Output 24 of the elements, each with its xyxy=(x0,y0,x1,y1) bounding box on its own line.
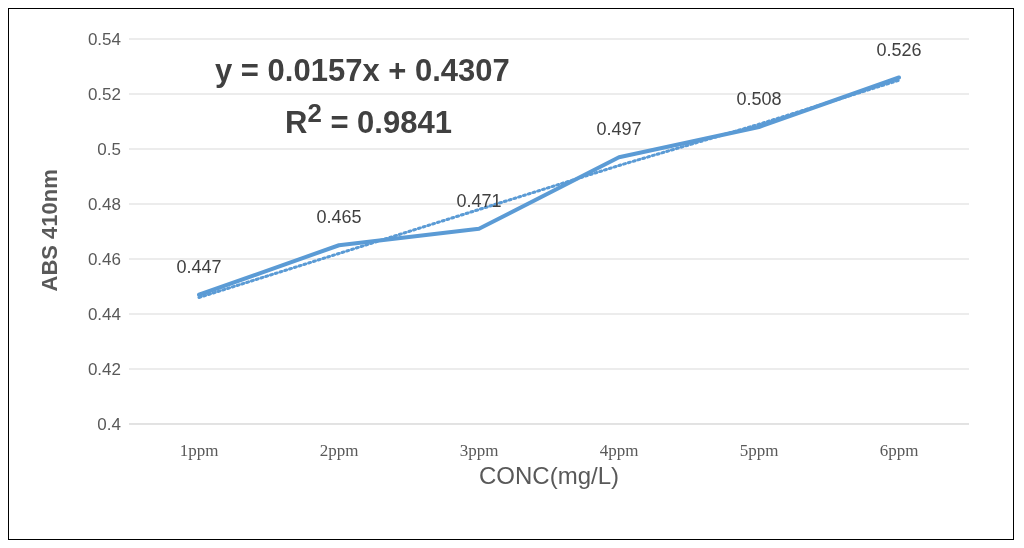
y-tick-label: 0.4 xyxy=(97,415,121,435)
x-tick-label: 5ppm xyxy=(739,441,779,461)
data-label: 0.526 xyxy=(876,39,922,60)
y-tick-label: 0.54 xyxy=(87,30,121,50)
x-tick-label: 6ppm xyxy=(879,441,919,461)
data-label: 0.447 xyxy=(176,256,222,277)
y-tick-label: 0.5 xyxy=(97,140,121,160)
x-axis-title: CONC(mg/L) xyxy=(478,462,620,489)
x-tick-label: 4ppm xyxy=(599,441,639,461)
y-tick-label: 0.44 xyxy=(87,305,121,325)
annotation: y = 0.0157x + 0.4307 xyxy=(215,53,510,88)
x-tick-label: 2ppm xyxy=(319,441,359,461)
data-label: 0.465 xyxy=(316,207,362,228)
y-tick-label: 0.52 xyxy=(87,85,121,105)
y-tick-label: 0.48 xyxy=(87,195,121,215)
x-tick-label: 3ppm xyxy=(459,441,499,461)
y-axis-title: ABS 410nm xyxy=(36,169,62,292)
data-label: 0.471 xyxy=(456,190,502,211)
annotation: R$^{2}$ = 0.9841 xyxy=(285,99,452,141)
x-tick-label: 1ppm xyxy=(179,441,219,461)
y-tick-label: 0.46 xyxy=(87,250,121,270)
data-label: 0.497 xyxy=(596,119,642,140)
y-tick-label: 0.42 xyxy=(87,360,121,380)
data-label: 0.508 xyxy=(736,89,782,109)
